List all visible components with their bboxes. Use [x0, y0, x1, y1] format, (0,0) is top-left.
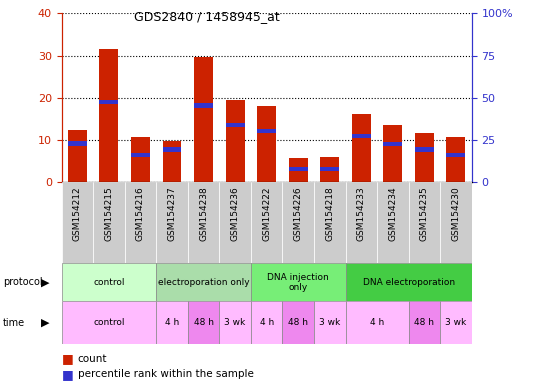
Text: GDS2840 / 1458945_at: GDS2840 / 1458945_at: [134, 10, 280, 23]
Bar: [289, 158, 308, 182]
Bar: [321, 167, 339, 171]
Text: 4 h: 4 h: [259, 318, 274, 327]
Text: GSM154230: GSM154230: [451, 187, 460, 241]
Bar: [131, 137, 150, 182]
Bar: [188, 182, 219, 263]
Text: GSM154236: GSM154236: [230, 187, 240, 241]
Text: GSM154215: GSM154215: [105, 187, 114, 241]
Bar: [415, 147, 434, 152]
Bar: [257, 106, 276, 182]
Text: GSM154238: GSM154238: [199, 187, 208, 241]
Bar: [251, 182, 282, 263]
Text: GSM154226: GSM154226: [294, 187, 303, 241]
Bar: [157, 301, 188, 344]
Text: count: count: [78, 354, 107, 364]
Text: GSM154234: GSM154234: [388, 187, 397, 241]
Text: ▶: ▶: [41, 277, 50, 287]
Text: percentile rank within the sample: percentile rank within the sample: [78, 369, 254, 379]
Bar: [346, 182, 377, 263]
Bar: [383, 142, 403, 146]
Bar: [314, 301, 346, 344]
Bar: [377, 182, 408, 263]
Text: control: control: [93, 318, 125, 327]
Bar: [383, 125, 403, 182]
Text: 48 h: 48 h: [193, 318, 213, 327]
Text: 3 wk: 3 wk: [319, 318, 340, 327]
Bar: [226, 100, 244, 182]
Bar: [188, 301, 219, 344]
Bar: [251, 263, 346, 301]
Bar: [219, 182, 251, 263]
Text: 4 h: 4 h: [370, 318, 384, 327]
Bar: [131, 153, 150, 157]
Bar: [93, 182, 125, 263]
Bar: [346, 301, 408, 344]
Bar: [289, 167, 308, 171]
Bar: [282, 301, 314, 344]
Bar: [408, 301, 440, 344]
Bar: [68, 130, 87, 182]
Text: GSM154212: GSM154212: [73, 187, 82, 241]
Text: GSM154222: GSM154222: [262, 187, 271, 241]
Text: protocol: protocol: [3, 277, 42, 287]
Text: GSM154235: GSM154235: [420, 187, 429, 241]
Bar: [100, 50, 118, 182]
Text: GSM154233: GSM154233: [357, 187, 366, 241]
Bar: [162, 141, 182, 182]
Bar: [352, 134, 371, 138]
Text: GSM154216: GSM154216: [136, 187, 145, 241]
Text: 3 wk: 3 wk: [445, 318, 466, 327]
Bar: [346, 263, 472, 301]
Bar: [62, 301, 157, 344]
Text: 48 h: 48 h: [414, 318, 434, 327]
Bar: [440, 182, 472, 263]
Bar: [314, 182, 346, 263]
Bar: [321, 157, 339, 182]
Text: ■: ■: [62, 368, 73, 381]
Text: GSM154237: GSM154237: [168, 187, 176, 241]
Text: DNA electroporation: DNA electroporation: [362, 278, 455, 287]
Bar: [194, 56, 213, 182]
Text: DNA injection
only: DNA injection only: [267, 273, 329, 292]
Bar: [446, 137, 465, 182]
Bar: [125, 182, 157, 263]
Bar: [415, 132, 434, 182]
Bar: [194, 103, 213, 108]
Text: 3 wk: 3 wk: [225, 318, 245, 327]
Text: ■: ■: [62, 353, 73, 366]
Bar: [157, 263, 251, 301]
Bar: [440, 301, 472, 344]
Bar: [219, 301, 251, 344]
Bar: [68, 141, 87, 146]
Text: control: control: [93, 278, 125, 287]
Bar: [251, 301, 282, 344]
Text: 4 h: 4 h: [165, 318, 179, 327]
Bar: [100, 100, 118, 104]
Bar: [352, 114, 371, 182]
Bar: [408, 182, 440, 263]
Text: 48 h: 48 h: [288, 318, 308, 327]
Bar: [282, 182, 314, 263]
Bar: [226, 123, 244, 127]
Text: electroporation only: electroporation only: [158, 278, 249, 287]
Bar: [257, 129, 276, 133]
Bar: [162, 147, 182, 152]
Bar: [157, 182, 188, 263]
Bar: [446, 153, 465, 157]
Text: GSM154218: GSM154218: [325, 187, 334, 241]
Text: ▶: ▶: [41, 318, 50, 328]
Text: time: time: [3, 318, 25, 328]
Bar: [62, 263, 157, 301]
Bar: [62, 182, 93, 263]
